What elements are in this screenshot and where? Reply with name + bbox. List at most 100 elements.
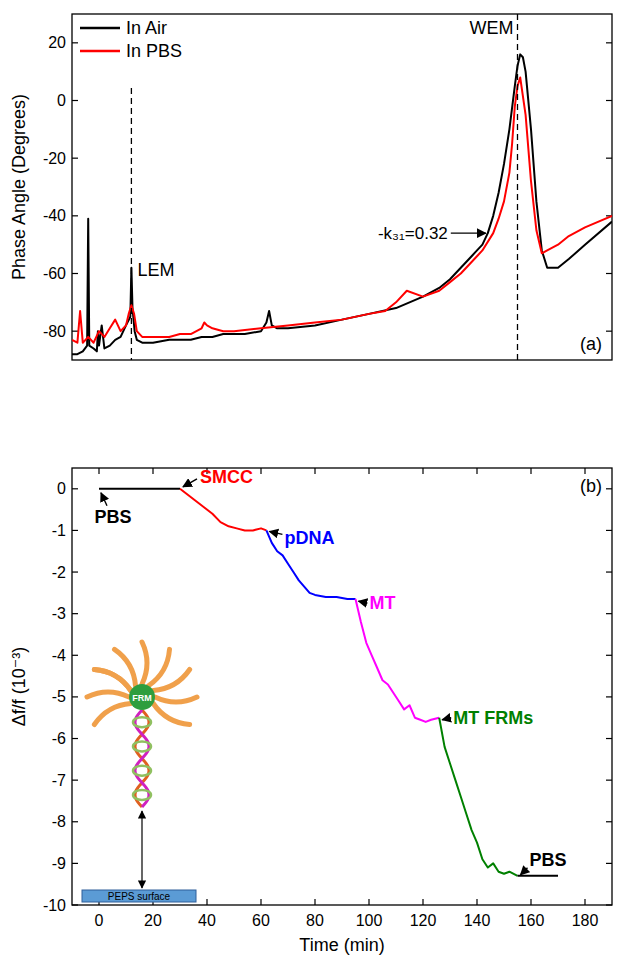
- x-tick-label: 20: [144, 912, 162, 929]
- inset-arm: [94, 704, 130, 725]
- series-label: pDNA: [284, 528, 334, 548]
- y-tick: [72, 613, 78, 614]
- series-line: [518, 875, 559, 877]
- y-tick: [72, 655, 78, 656]
- inset-arm: [153, 704, 189, 725]
- y-tick-right: [606, 331, 612, 332]
- x-tick: [368, 899, 369, 905]
- x-tick-top: [260, 468, 261, 474]
- y-tick-label: -20: [43, 150, 66, 167]
- inset-link: [141, 811, 142, 888]
- marker-line: [131, 88, 132, 360]
- x-tick-label: 120: [410, 912, 437, 929]
- y-tick: [72, 863, 78, 864]
- legend-swatch: [80, 50, 120, 53]
- y-tick: [72, 158, 78, 159]
- annotation-arrow: [451, 232, 486, 233]
- x-tick: [206, 899, 207, 905]
- legend-swatch: [80, 27, 120, 30]
- y-tick-label: -5: [52, 688, 66, 705]
- x-tick: [530, 899, 531, 905]
- x-tick-top: [314, 468, 315, 474]
- y-axis-title: Δf/f (10⁻³): [9, 647, 29, 727]
- y-tick-right: [606, 158, 612, 159]
- y-tick: [72, 738, 78, 739]
- y-tick-right: [606, 613, 612, 614]
- inset-helix-ring: [133, 790, 151, 800]
- x-axis-title: Time (min): [299, 935, 384, 955]
- plot-frame: [72, 468, 612, 905]
- y-tick-right: [606, 738, 612, 739]
- y-tick-label: 0: [57, 480, 66, 497]
- inset-arm: [149, 649, 170, 685]
- y-tick-label: -2: [52, 564, 66, 581]
- annotation: WEM: [470, 18, 514, 38]
- y-tick-label: -80: [43, 323, 66, 340]
- y-tick-label: -8: [52, 813, 66, 830]
- y-tick-label: -3: [52, 605, 66, 622]
- inset-surface-label: PEPS surface: [108, 891, 171, 902]
- y-tick-label: -40: [43, 207, 66, 224]
- inset-frm-label: FRM: [132, 693, 152, 703]
- series-group: [99, 489, 558, 876]
- series-label: PBS: [94, 507, 131, 527]
- label-arrow: [269, 531, 282, 534]
- x-tick-top: [422, 468, 423, 474]
- y-tick-right: [606, 273, 612, 274]
- inset-helix-ring: [133, 717, 151, 727]
- y-tick-label: -60: [43, 265, 66, 282]
- y-tick-right: [606, 100, 612, 101]
- y-tick: [72, 273, 78, 274]
- x-tick: [476, 899, 477, 905]
- series-line: [356, 599, 440, 722]
- inset-arm: [142, 642, 147, 684]
- inset-helix-ring: [133, 766, 151, 776]
- x-tick-label: 100: [356, 912, 383, 929]
- y-tick: [72, 696, 78, 697]
- inset-frm: [129, 684, 155, 710]
- label-arrow: [442, 718, 451, 720]
- legend-label: In Air: [126, 18, 167, 38]
- series-line: [72, 77, 612, 342]
- x-tick-label: 40: [198, 912, 216, 929]
- x-tick-top: [368, 468, 369, 474]
- inset-arm: [94, 670, 130, 691]
- inset-arm: [94, 670, 130, 691]
- inset-strand: [135, 710, 149, 807]
- y-tick-right: [606, 696, 612, 697]
- x-tick-top: [98, 468, 99, 474]
- label-arrow: [101, 493, 107, 506]
- series-label: SMCC: [200, 467, 253, 487]
- y-tick-right: [606, 904, 612, 905]
- x-tick: [584, 899, 585, 905]
- y-tick: [72, 571, 78, 572]
- figure: -80 -60 -40 -20 0 20 Phase Angle (Degrees) In A…: [0, 0, 628, 964]
- x-tick-label: 60: [252, 912, 270, 929]
- x-tick-label: 180: [572, 912, 599, 929]
- y-tick-right: [606, 571, 612, 572]
- series-line: [439, 718, 517, 876]
- series-line: [99, 488, 180, 490]
- y-tick-right: [606, 530, 612, 531]
- y-tick-right: [606, 821, 612, 822]
- series-label: PBS: [530, 850, 567, 870]
- x-tick: [314, 899, 315, 905]
- y-tick: [72, 42, 78, 43]
- x-tick-top: [530, 468, 531, 474]
- x-tick: [260, 899, 261, 905]
- y-tick: [72, 215, 78, 216]
- x-tick-label: 80: [306, 912, 324, 929]
- x-tick-label: 140: [464, 912, 491, 929]
- y-axis-title: Phase Angle (Degrees): [9, 94, 29, 280]
- inset-strand: [135, 710, 149, 807]
- y-tick: [72, 331, 78, 332]
- y-tick-label: -10: [43, 897, 66, 914]
- panel-label: (a): [580, 334, 602, 354]
- y-tick: [72, 488, 78, 489]
- series-line: [180, 489, 266, 531]
- inset-helix-ring: [133, 741, 151, 751]
- y-tick-right: [606, 42, 612, 43]
- y-tick-right: [606, 863, 612, 864]
- annotation: -k₃₁=0.32: [378, 224, 448, 243]
- x-tick-top: [152, 468, 153, 474]
